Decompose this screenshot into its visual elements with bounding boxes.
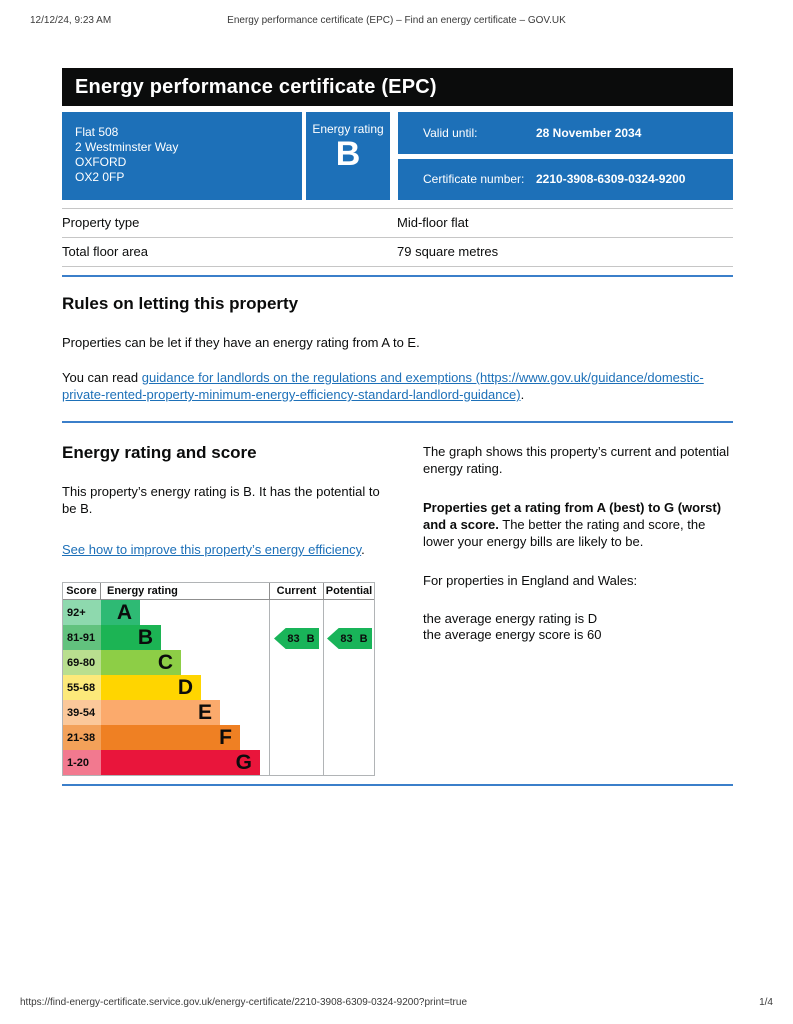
band-score-range: 69-80: [63, 650, 101, 675]
certificate-content: Energy performance certificate (EPC) Fla…: [62, 68, 733, 786]
potential-rating-letter: B: [359, 632, 368, 645]
certificate-summary: Flat 508 2 Westminster Way OXFORD OX2 0F…: [62, 112, 733, 200]
improve-paragraph: See how to improve this property’s energ…: [62, 541, 390, 558]
graph-explainer-paragraph: The graph shows this property’s current …: [423, 444, 730, 476]
certificate-number-label: Certificate number:: [423, 172, 525, 187]
band-row-f: 21-38 F: [63, 725, 269, 750]
valid-until-label: Valid until:: [423, 125, 478, 140]
band-bar: B: [101, 625, 161, 650]
potential-rating-arrow: 83 B: [327, 628, 372, 649]
band-row-b: 81-91 B: [63, 625, 269, 650]
address-line-4: OX2 0FP: [75, 170, 125, 184]
landlord-guidance-link[interactable]: guidance for landlords on the regulation…: [62, 370, 704, 402]
print-footer: https://find-energy-certificate.service.…: [20, 997, 773, 1008]
energy-rating-box: Energy rating B: [306, 112, 390, 200]
page-title: Energy performance certificate (EPC): [75, 75, 437, 98]
graph-header-row: Score Energy rating Current Potential: [63, 583, 374, 600]
rating-bands: 92+ A 81-91 B 69-80 C: [63, 600, 269, 775]
table-row: Total floor area 79 square metres: [62, 237, 733, 267]
property-details-table: Property type Mid-floor flat Total floor…: [62, 208, 733, 267]
average-rating-line: the average energy rating is D: [423, 611, 598, 626]
page-title-banner: Energy performance certificate (EPC): [62, 68, 733, 106]
current-column: 83 B: [269, 600, 323, 775]
energy-rating-value: B: [335, 135, 361, 173]
improve-efficiency-link[interactable]: See how to improve this property’s energ…: [62, 542, 362, 557]
energy-rating-section: Energy rating and score This property’s …: [62, 443, 733, 776]
validity-boxes: Valid until: 28 November 2034 Certificat…: [398, 112, 733, 200]
rating-summary-paragraph: This property’s energy rating is B. It h…: [62, 484, 380, 516]
address-line-2: 2 Westminster Way: [75, 140, 179, 154]
band-score-range: 21-38: [63, 725, 101, 750]
floor-area-label: Total floor area: [62, 237, 397, 267]
band-score-range: 55-68: [63, 675, 101, 700]
england-wales-paragraph: For properties in England and Wales:: [423, 573, 638, 588]
rating-explainer-paragraph: Properties get a rating from A (best) to…: [423, 499, 733, 550]
rating-explainer-bold: Properties get a rating from A (best) to…: [423, 500, 722, 532]
average-stats: the average energy rating is D the avera…: [423, 611, 733, 643]
section-divider: [62, 784, 733, 786]
current-column-header: Current: [269, 583, 323, 599]
property-address: Flat 508 2 Westminster Way OXFORD OX2 0F…: [62, 112, 302, 200]
band-row-c: 69-80 C: [63, 650, 269, 675]
rating-left-column: Energy rating and score This property’s …: [62, 443, 390, 776]
rating-right-column: The graph shows this property’s current …: [423, 443, 733, 776]
page-indicator: 1/4: [759, 997, 773, 1008]
band-bar: C: [101, 650, 181, 675]
potential-column: 83 B: [323, 600, 374, 775]
band-bar: F: [101, 725, 240, 750]
current-score: 83: [287, 632, 300, 645]
score-column-header: Score: [63, 583, 101, 599]
band-score-range: 92+: [63, 600, 101, 625]
band-bar: D: [101, 675, 201, 700]
current-rating-letter: B: [306, 632, 315, 645]
energy-rating-label: Energy rating: [312, 122, 384, 136]
band-bar: G: [101, 750, 260, 775]
rating-explainer-rest: The better the rating and score, the low…: [423, 517, 706, 549]
section-divider: [62, 421, 733, 423]
graph-body: 92+ A 81-91 B 69-80 C: [63, 600, 374, 775]
rating-heading: Energy rating and score: [62, 443, 257, 462]
table-row: Property type Mid-floor flat: [62, 208, 733, 238]
print-header: 12/12/24, 9:23 AM Energy performance cer…: [0, 15, 793, 26]
band-row-d: 55-68 D: [63, 675, 269, 700]
guidance-suffix: .: [520, 387, 525, 402]
band-row-g: 1-20 G: [63, 750, 269, 775]
certificate-number-box: Certificate number: 2210-3908-6309-0324-…: [398, 158, 733, 200]
section-divider: [62, 275, 733, 277]
potential-score: 83: [340, 632, 353, 645]
property-type-label: Property type: [62, 208, 397, 238]
band-score-range: 1-20: [63, 750, 101, 775]
certificate-number-value: 2210-3908-6309-0324-9200: [536, 172, 686, 187]
guidance-prefix: You can read: [62, 370, 142, 385]
potential-column-header: Potential: [323, 583, 374, 599]
band-score-range: 81-91: [63, 625, 101, 650]
address-line-1: Flat 508: [75, 125, 119, 139]
rules-heading: Rules on letting this property: [62, 294, 299, 313]
print-doc-title: Energy performance certificate (EPC) – F…: [227, 15, 566, 26]
floor-area-value: 79 square metres: [397, 237, 733, 267]
band-score-range: 39-54: [63, 700, 101, 725]
rules-guidance-paragraph: You can read guidance for landlords on t…: [62, 369, 733, 403]
band-row-e: 39-54 E: [63, 700, 269, 725]
print-datetime: 12/12/24, 9:23 AM: [30, 15, 112, 26]
valid-until-value: 28 November 2034: [536, 125, 642, 140]
property-type-value: Mid-floor flat: [397, 208, 733, 238]
current-rating-arrow: 83 B: [274, 628, 319, 649]
rules-paragraph: Properties can be let if they have an en…: [62, 335, 420, 350]
energy-rating-column-header: Energy rating: [107, 585, 178, 597]
energy-rating-graph: Score Energy rating Current Potential 92…: [62, 582, 375, 776]
print-url: https://find-energy-certificate.service.…: [20, 997, 468, 1008]
average-score-line: the average energy score is 60: [423, 627, 602, 642]
band-bar: E: [101, 700, 220, 725]
band-row-a: 92+ A: [63, 600, 269, 625]
band-bar: A: [101, 600, 140, 625]
improve-suffix: .: [361, 542, 365, 557]
valid-until-box: Valid until: 28 November 2034: [398, 112, 733, 154]
address-line-3: OXFORD: [75, 155, 127, 169]
